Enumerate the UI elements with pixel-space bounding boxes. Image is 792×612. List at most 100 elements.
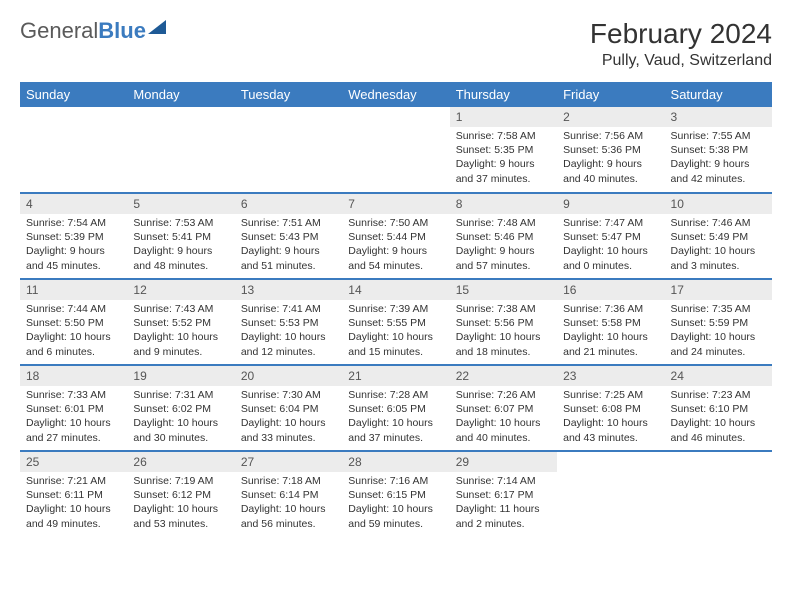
weekday-header: Monday bbox=[127, 82, 234, 107]
calendar-day-cell: 22Sunrise: 7:26 AMSunset: 6:07 PMDayligh… bbox=[450, 365, 557, 451]
day-info: Sunrise: 7:25 AMSunset: 6:08 PMDaylight:… bbox=[557, 386, 664, 449]
calendar-body: 1Sunrise: 7:58 AMSunset: 5:35 PMDaylight… bbox=[20, 107, 772, 537]
calendar-day-cell: 25Sunrise: 7:21 AMSunset: 6:11 PMDayligh… bbox=[20, 451, 127, 537]
sunset-line: Sunset: 6:10 PM bbox=[671, 402, 766, 416]
sunset-line: Sunset: 6:17 PM bbox=[456, 488, 551, 502]
calendar-day-cell: 19Sunrise: 7:31 AMSunset: 6:02 PMDayligh… bbox=[127, 365, 234, 451]
calendar-empty-cell bbox=[20, 107, 127, 193]
daylight-line: Daylight: 10 hours and 43 minutes. bbox=[563, 416, 658, 444]
daylight-line: Daylight: 10 hours and 53 minutes. bbox=[133, 502, 228, 530]
daylight-line: Daylight: 10 hours and 59 minutes. bbox=[348, 502, 443, 530]
day-number: 24 bbox=[665, 366, 772, 386]
day-number: 11 bbox=[20, 280, 127, 300]
sunset-line: Sunset: 6:04 PM bbox=[241, 402, 336, 416]
sunset-line: Sunset: 5:43 PM bbox=[241, 230, 336, 244]
day-number: 5 bbox=[127, 194, 234, 214]
logo: GeneralBlue bbox=[20, 18, 166, 44]
day-info: Sunrise: 7:19 AMSunset: 6:12 PMDaylight:… bbox=[127, 472, 234, 535]
day-number: 8 bbox=[450, 194, 557, 214]
daylight-line: Daylight: 9 hours and 54 minutes. bbox=[348, 244, 443, 272]
day-info: Sunrise: 7:48 AMSunset: 5:46 PMDaylight:… bbox=[450, 214, 557, 277]
sunset-line: Sunset: 5:50 PM bbox=[26, 316, 121, 330]
calendar-day-cell: 10Sunrise: 7:46 AMSunset: 5:49 PMDayligh… bbox=[665, 193, 772, 279]
sunrise-line: Sunrise: 7:53 AM bbox=[133, 216, 228, 230]
sunrise-line: Sunrise: 7:16 AM bbox=[348, 474, 443, 488]
day-number: 12 bbox=[127, 280, 234, 300]
daylight-line: Daylight: 9 hours and 48 minutes. bbox=[133, 244, 228, 272]
calendar-day-cell: 15Sunrise: 7:38 AMSunset: 5:56 PMDayligh… bbox=[450, 279, 557, 365]
weekday-header-row: SundayMondayTuesdayWednesdayThursdayFrid… bbox=[20, 82, 772, 107]
calendar-empty-cell bbox=[557, 451, 664, 537]
day-info: Sunrise: 7:26 AMSunset: 6:07 PMDaylight:… bbox=[450, 386, 557, 449]
day-info: Sunrise: 7:58 AMSunset: 5:35 PMDaylight:… bbox=[450, 127, 557, 190]
day-number: 14 bbox=[342, 280, 449, 300]
day-info: Sunrise: 7:14 AMSunset: 6:17 PMDaylight:… bbox=[450, 472, 557, 535]
daylight-line: Daylight: 10 hours and 3 minutes. bbox=[671, 244, 766, 272]
daylight-line: Daylight: 10 hours and 33 minutes. bbox=[241, 416, 336, 444]
daylight-line: Daylight: 9 hours and 42 minutes. bbox=[671, 157, 766, 185]
day-info: Sunrise: 7:31 AMSunset: 6:02 PMDaylight:… bbox=[127, 386, 234, 449]
sunrise-line: Sunrise: 7:50 AM bbox=[348, 216, 443, 230]
calendar-day-cell: 14Sunrise: 7:39 AMSunset: 5:55 PMDayligh… bbox=[342, 279, 449, 365]
day-info: Sunrise: 7:21 AMSunset: 6:11 PMDaylight:… bbox=[20, 472, 127, 535]
day-info: Sunrise: 7:18 AMSunset: 6:14 PMDaylight:… bbox=[235, 472, 342, 535]
calendar-day-cell: 27Sunrise: 7:18 AMSunset: 6:14 PMDayligh… bbox=[235, 451, 342, 537]
day-number: 29 bbox=[450, 452, 557, 472]
day-number: 1 bbox=[450, 107, 557, 127]
daylight-line: Daylight: 11 hours and 2 minutes. bbox=[456, 502, 551, 530]
weekday-header: Tuesday bbox=[235, 82, 342, 107]
daylight-line: Daylight: 9 hours and 51 minutes. bbox=[241, 244, 336, 272]
sunrise-line: Sunrise: 7:54 AM bbox=[26, 216, 121, 230]
calendar-table: SundayMondayTuesdayWednesdayThursdayFrid… bbox=[20, 82, 772, 537]
day-number: 27 bbox=[235, 452, 342, 472]
calendar-week-row: 25Sunrise: 7:21 AMSunset: 6:11 PMDayligh… bbox=[20, 451, 772, 537]
sunrise-line: Sunrise: 7:36 AM bbox=[563, 302, 658, 316]
sunset-line: Sunset: 5:56 PM bbox=[456, 316, 551, 330]
day-number: 9 bbox=[557, 194, 664, 214]
day-number: 26 bbox=[127, 452, 234, 472]
sunset-line: Sunset: 5:39 PM bbox=[26, 230, 121, 244]
sail-icon bbox=[148, 20, 166, 34]
daylight-line: Daylight: 9 hours and 40 minutes. bbox=[563, 157, 658, 185]
day-info: Sunrise: 7:56 AMSunset: 5:36 PMDaylight:… bbox=[557, 127, 664, 190]
sunset-line: Sunset: 5:41 PM bbox=[133, 230, 228, 244]
calendar-empty-cell bbox=[235, 107, 342, 193]
sunrise-line: Sunrise: 7:38 AM bbox=[456, 302, 551, 316]
day-info: Sunrise: 7:23 AMSunset: 6:10 PMDaylight:… bbox=[665, 386, 772, 449]
sunrise-line: Sunrise: 7:30 AM bbox=[241, 388, 336, 402]
sunset-line: Sunset: 5:46 PM bbox=[456, 230, 551, 244]
day-number: 19 bbox=[127, 366, 234, 386]
sunset-line: Sunset: 6:15 PM bbox=[348, 488, 443, 502]
day-number: 2 bbox=[557, 107, 664, 127]
calendar-week-row: 18Sunrise: 7:33 AMSunset: 6:01 PMDayligh… bbox=[20, 365, 772, 451]
calendar-day-cell: 21Sunrise: 7:28 AMSunset: 6:05 PMDayligh… bbox=[342, 365, 449, 451]
day-info: Sunrise: 7:28 AMSunset: 6:05 PMDaylight:… bbox=[342, 386, 449, 449]
sunrise-line: Sunrise: 7:56 AM bbox=[563, 129, 658, 143]
daylight-line: Daylight: 10 hours and 0 minutes. bbox=[563, 244, 658, 272]
day-number: 18 bbox=[20, 366, 127, 386]
calendar-day-cell: 9Sunrise: 7:47 AMSunset: 5:47 PMDaylight… bbox=[557, 193, 664, 279]
day-number: 20 bbox=[235, 366, 342, 386]
sunrise-line: Sunrise: 7:41 AM bbox=[241, 302, 336, 316]
day-number: 28 bbox=[342, 452, 449, 472]
daylight-line: Daylight: 10 hours and 21 minutes. bbox=[563, 330, 658, 358]
weekday-header: Friday bbox=[557, 82, 664, 107]
calendar-day-cell: 5 Sunrise: 7:53 AMSunset: 5:41 PMDaylight… bbox=[127, 193, 234, 279]
daylight-line: Daylight: 10 hours and 6 minutes. bbox=[26, 330, 121, 358]
day-number: 3 bbox=[665, 107, 772, 127]
calendar-day-cell: 2Sunrise: 7:56 AMSunset: 5:36 PMDaylight… bbox=[557, 107, 664, 193]
daylight-line: Daylight: 10 hours and 46 minutes. bbox=[671, 416, 766, 444]
calendar-day-cell: 4Sunrise: 7:54 AMSunset: 5:39 PMDaylight… bbox=[20, 193, 127, 279]
sunset-line: Sunset: 5:55 PM bbox=[348, 316, 443, 330]
sunset-line: Sunset: 5:35 PM bbox=[456, 143, 551, 157]
sunrise-line: Sunrise: 7:39 AM bbox=[348, 302, 443, 316]
weekday-header: Saturday bbox=[665, 82, 772, 107]
day-info: Sunrise: 7:51 AMSunset: 5:43 PMDaylight:… bbox=[235, 214, 342, 277]
sunrise-line: Sunrise: 7:28 AM bbox=[348, 388, 443, 402]
sunrise-line: Sunrise: 7:44 AM bbox=[26, 302, 121, 316]
sunrise-line: Sunrise: 7:43 AM bbox=[133, 302, 228, 316]
calendar-empty-cell bbox=[127, 107, 234, 193]
day-info: Sunrise: 7:43 AMSunset: 5:52 PMDaylight:… bbox=[127, 300, 234, 363]
sunrise-line: Sunrise: 7:14 AM bbox=[456, 474, 551, 488]
sunrise-line: Sunrise: 7:19 AM bbox=[133, 474, 228, 488]
